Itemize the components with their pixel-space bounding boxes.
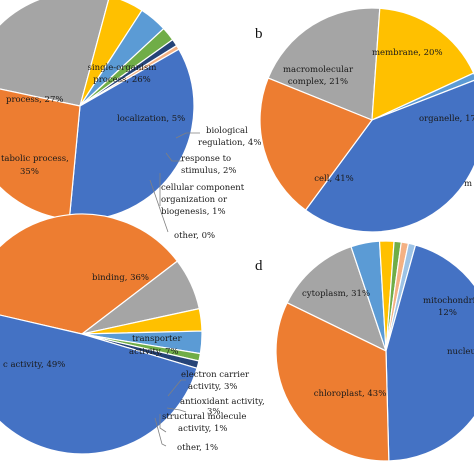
slice-label: 3% <box>207 407 221 417</box>
slice-label: macromolecular <box>283 65 354 75</box>
pie-chart-c <box>0 213 203 455</box>
slice-label: activity, 3% <box>188 382 237 392</box>
panel-letter-d: d <box>255 258 263 274</box>
slice-label: membrane, 20% <box>372 48 443 58</box>
slice-label: transporter <box>132 334 182 344</box>
pie-slice <box>0 0 110 107</box>
pie-chart-a <box>0 0 195 221</box>
slice-label: structural molecule <box>162 412 246 422</box>
pie-slice <box>267 7 381 121</box>
slice-label: 12% <box>438 308 457 318</box>
slice-label: activity, 7% <box>129 347 178 357</box>
slice-label: nucleu <box>447 347 474 357</box>
slice-label: single-organism <box>88 63 157 73</box>
pie-slice <box>385 244 474 462</box>
slice-label: mitochondria <box>423 296 474 306</box>
slice-label: other, 0% <box>174 231 215 241</box>
pie-slice <box>0 314 198 455</box>
slice-label: biological <box>206 126 248 136</box>
pie-slice <box>371 7 474 121</box>
slice-label: electron carrier <box>181 370 250 380</box>
slice-label: 35% <box>20 167 39 177</box>
slice-label: process, 27% <box>6 95 63 105</box>
slice-label: chloroplast, 43% <box>314 389 387 399</box>
pie-slice <box>0 88 81 221</box>
slice-label: m <box>464 179 472 189</box>
slice-label: cell, 41% <box>314 174 354 184</box>
pie-slice <box>304 79 474 233</box>
pie-d-labels: cytoplasm, 31% mitochondria 12% nucleu c… <box>302 289 474 399</box>
slice-label: stimulus, 2% <box>181 166 236 176</box>
slice-label: complex, 21% <box>288 77 348 87</box>
pie-slice <box>286 245 388 353</box>
slice-label: activity, 1% <box>178 424 227 434</box>
pie-a-labels: single-organism process, 26% process, 27… <box>1 63 261 241</box>
pie-b-labels: membrane, 20% macromolecular complex, 21… <box>283 48 474 189</box>
pie-slice <box>0 213 179 335</box>
slice-label: process, 26% <box>93 75 150 85</box>
pie-slice <box>275 301 390 462</box>
pie-slice <box>259 77 373 211</box>
slice-label: cellular component <box>161 183 245 193</box>
slice-label: localization, 5% <box>117 114 185 124</box>
pie-c-labels: binding, 36% transporter activity, 7% el… <box>3 273 265 453</box>
slice-label: binding, 36% <box>92 273 149 283</box>
slice-label: organelle, 17 <box>419 114 474 124</box>
slice-label: regulation, 4% <box>198 138 261 148</box>
slice-label: biogenesis, 1% <box>161 207 226 217</box>
pie-chart-d <box>275 240 474 462</box>
pie-chart-b <box>259 7 474 233</box>
slice-label: antioxidant activity, <box>180 397 265 407</box>
panel-letter-b: b <box>255 26 263 42</box>
slice-label: response to <box>181 154 231 164</box>
leader-lines <box>149 132 200 447</box>
slice-label: c activity, 49% <box>3 360 65 370</box>
slice-label: organization or <box>161 195 228 205</box>
slice-label: tabolic process, <box>1 154 69 164</box>
slice-label: other, 1% <box>177 443 218 453</box>
slice-label: cytoplasm, 31% <box>302 289 370 299</box>
